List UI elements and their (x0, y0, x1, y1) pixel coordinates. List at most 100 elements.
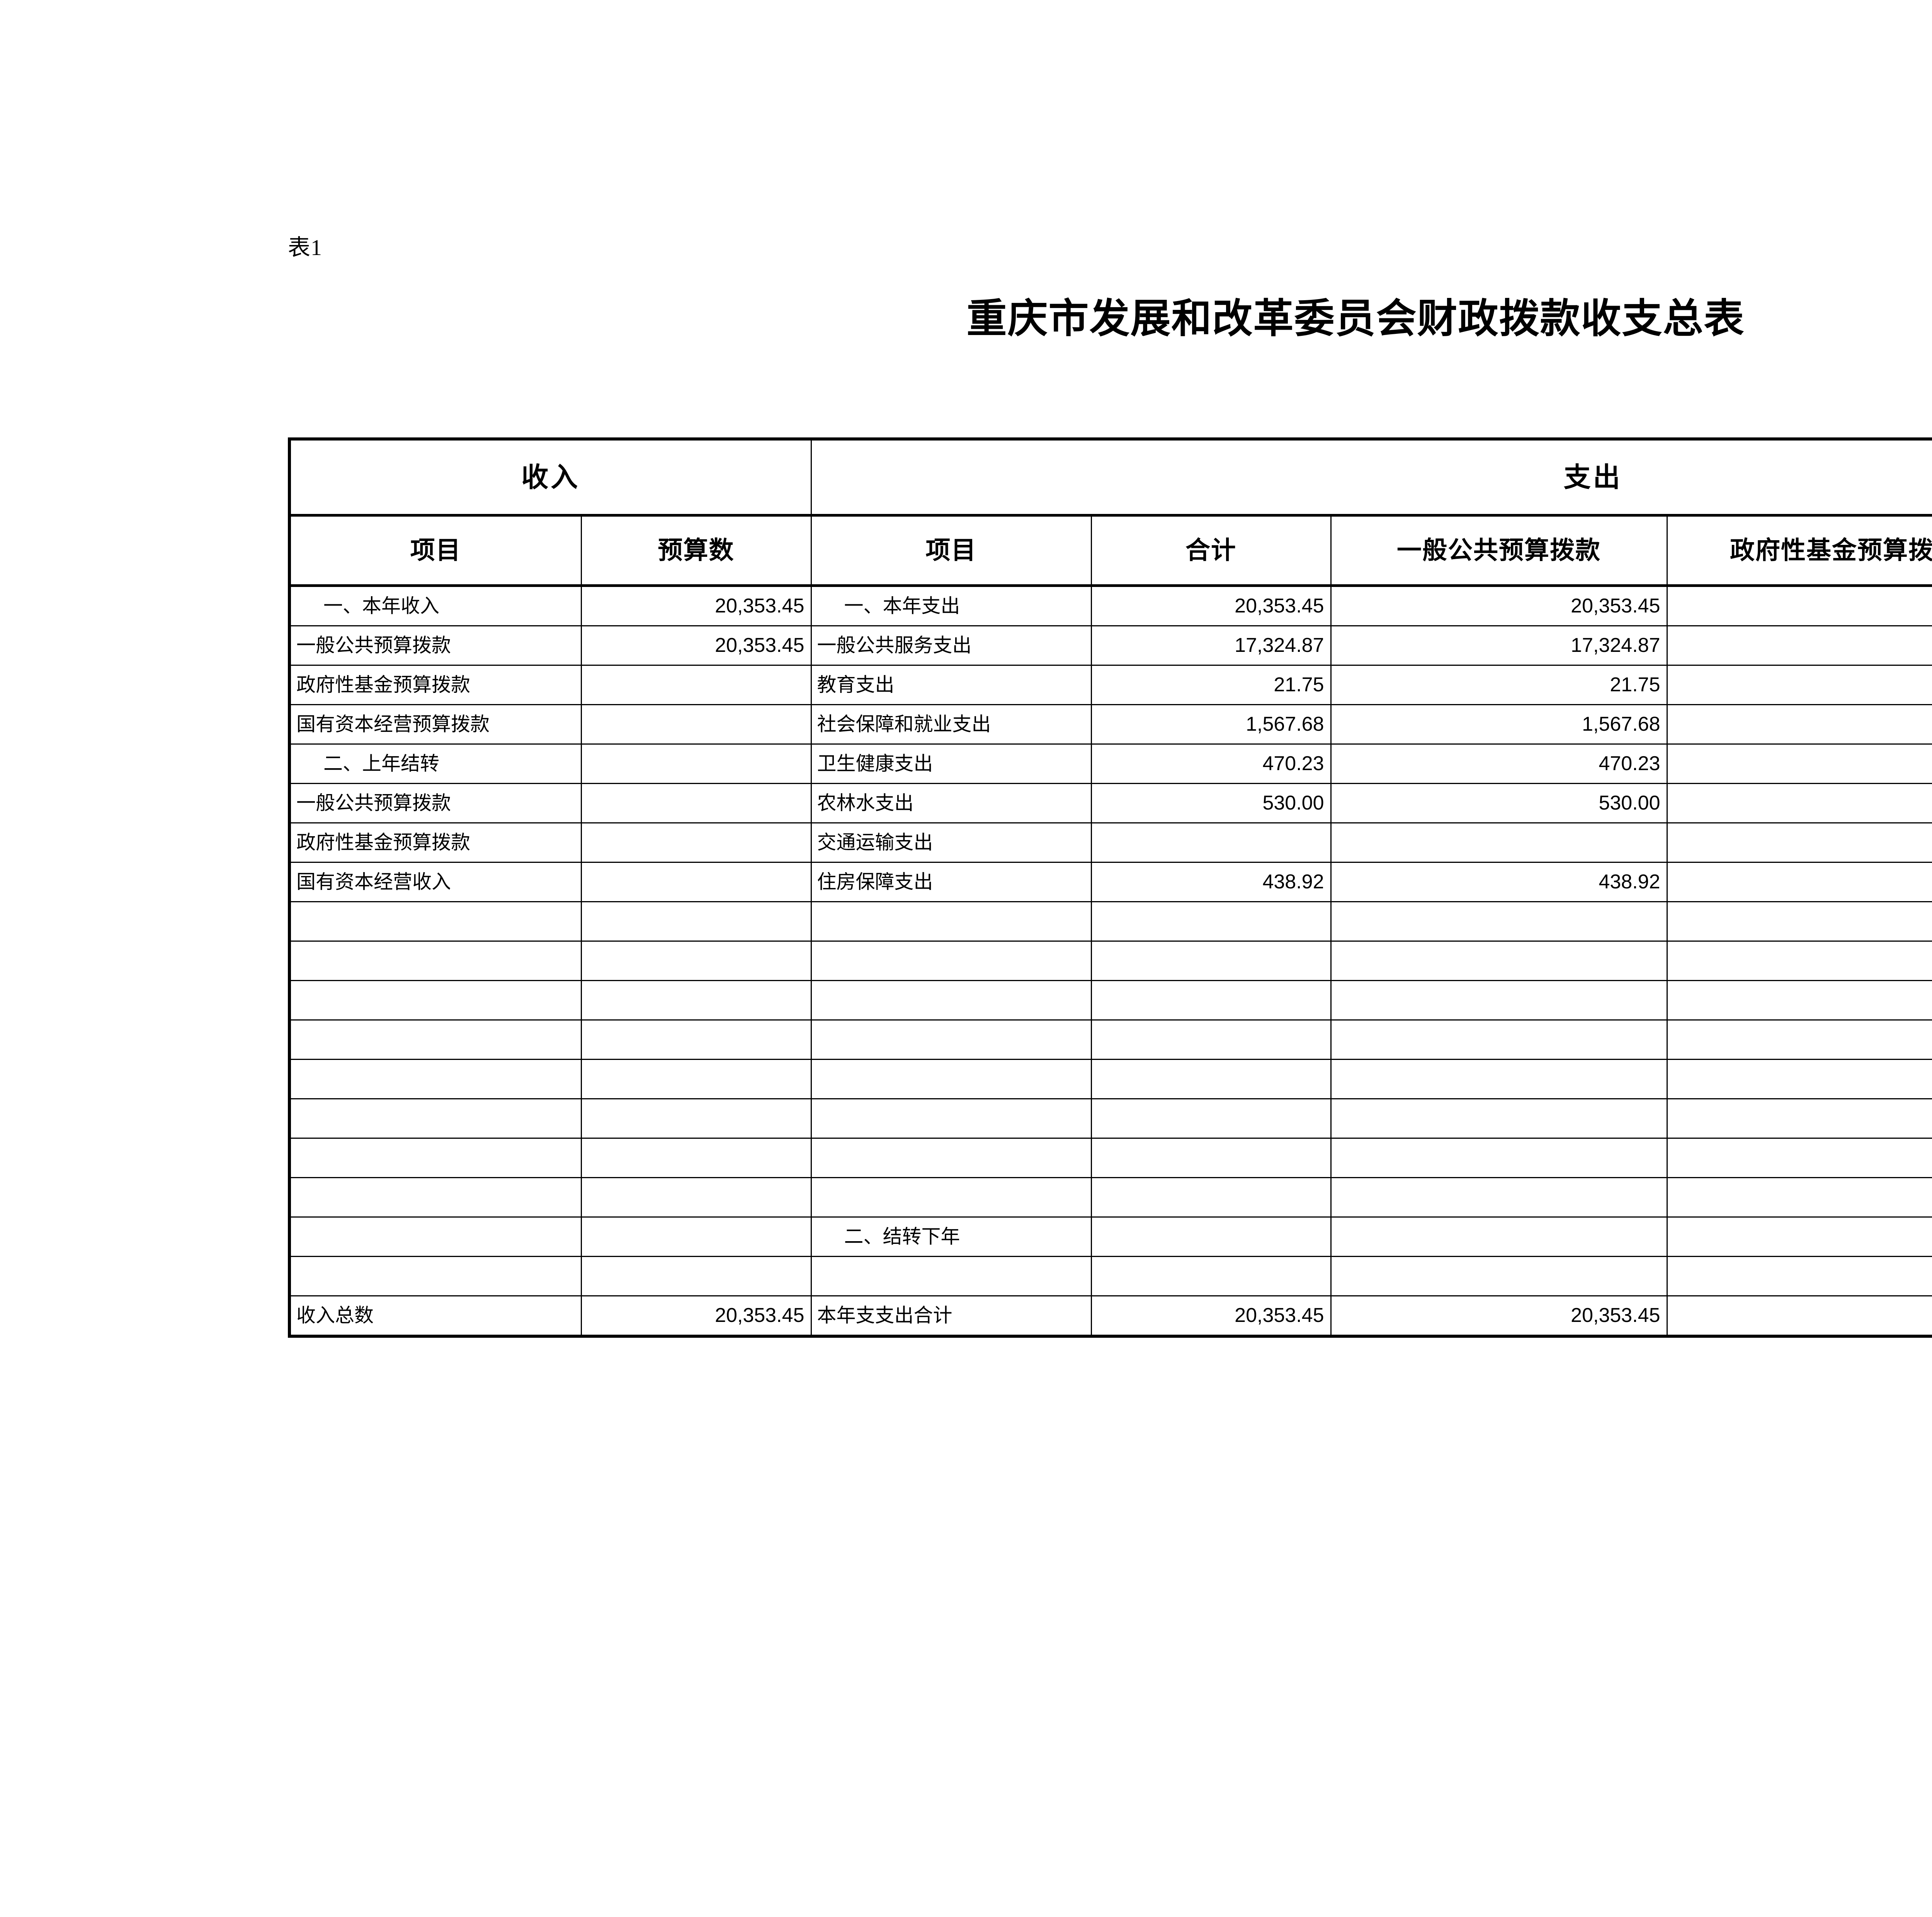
cell-expenditure-item: 一、本年支出 (810, 585, 1092, 626)
table-row: 政府性基金预算拨款 教育支出 21.75 21.75 (289, 665, 1932, 705)
cell-income-item: 国有资本经营收入 (289, 862, 582, 902)
cell-expenditure-item (810, 1177, 1092, 1218)
cell-income-item: 政府性基金预算拨款 (289, 822, 582, 863)
col-header-income-item: 项目 (289, 515, 582, 587)
table-row (289, 1177, 1932, 1218)
cell-income-budget (580, 1138, 812, 1178)
cell-general-public-budget: 530.00 (1330, 783, 1668, 823)
total-expenditure-label: 本年支支出合计 (810, 1295, 1092, 1337)
cell-expenditure-item (810, 1138, 1092, 1178)
cell-expenditure-item (810, 1256, 1092, 1296)
cell-income-budget: 20,353.45 (580, 625, 812, 666)
cell-gov-fund-budget (1666, 1019, 1932, 1060)
cell-expenditure-item: 一般公共服务支出 (810, 625, 1092, 666)
col-header-gov-fund-budget: 政府性基金预算拨款 (1666, 515, 1932, 587)
cell-income-budget (580, 822, 812, 863)
cell-income-budget (580, 743, 812, 784)
cell-income-budget (580, 1256, 812, 1296)
table-row: 一、本年收入 20,353.45 一、本年支出 20,353.45 20,353.45 (289, 585, 1932, 626)
cell-income-budget (580, 783, 812, 823)
cell-income-item: 国有资本经营预算拨款 (289, 704, 582, 745)
cell-expenditure-total: 438.92 (1090, 862, 1332, 902)
table-row: 一般公共预算拨款 农林水支出 530.00 530.00 (289, 783, 1932, 823)
cell-general-public-budget (1330, 1098, 1668, 1139)
cell-income-item (289, 901, 582, 942)
table-row: 国有资本经营收入 住房保障支出 438.92 438.92 (289, 862, 1932, 902)
page-title: 重庆市发展和改革委员会财政拨款收支总表 (966, 296, 1745, 341)
cell-general-public-budget (1330, 1019, 1668, 1060)
cell-income-item: 一般公共预算拨款 (289, 783, 582, 823)
cell-income-item: 一般公共预算拨款 (289, 625, 582, 666)
col-header-general-public-budget: 一般公共预算拨款 (1330, 515, 1668, 587)
cell-gov-fund-budget (1666, 625, 1932, 666)
cell-gov-fund-budget (1666, 1177, 1932, 1218)
cell-expenditure-item: 交通运输支出 (810, 822, 1092, 863)
cell-gov-fund-budget (1666, 704, 1932, 745)
cell-expenditure-total (1090, 941, 1332, 981)
table-row: 政府性基金预算拨款 交通运输支出 (289, 822, 1932, 863)
cell-expenditure-total (1090, 822, 1332, 863)
cell-gov-fund-budget (1666, 862, 1932, 902)
table-row: 二、结转下年 (289, 1216, 1932, 1257)
cell-general-public-budget (1330, 822, 1668, 863)
total-income-label: 收入总数 (289, 1295, 582, 1337)
table-row (289, 1019, 1932, 1060)
col-header-expenditure-total: 合计 (1090, 515, 1332, 587)
cell-general-public-budget: 20,353.45 (1330, 585, 1668, 626)
cell-income-budget (580, 1177, 812, 1218)
cell-expenditure-total: 1,567.68 (1090, 704, 1332, 745)
cell-expenditure-total (1090, 1019, 1332, 1060)
cell-gov-fund-budget (1666, 743, 1932, 784)
cell-expenditure-total (1090, 1059, 1332, 1099)
cell-expenditure-item (810, 941, 1092, 981)
cell-expenditure-item: 卫生健康支出 (810, 743, 1092, 784)
cell-expenditure-total (1090, 1216, 1332, 1257)
table-row (289, 1098, 1932, 1139)
cell-income-budget (580, 1059, 812, 1099)
cell-expenditure-total (1090, 1098, 1332, 1139)
cell-expenditure-item: 教育支出 (810, 665, 1092, 705)
cell-income-budget (580, 941, 812, 981)
cell-general-public-budget: 1,567.68 (1330, 704, 1668, 745)
budget-table-container: 收入 支出 项目 预算数 项目 合计 一般公共预算拨款 政府性基金预算拨款 国有… (288, 437, 1932, 1338)
cell-gov-fund-budget (1666, 1216, 1932, 1257)
table-row (289, 901, 1932, 942)
cell-general-public-budget (1330, 901, 1668, 942)
cell-general-public-budget: 17,324.87 (1330, 625, 1668, 666)
table-row (289, 1059, 1932, 1099)
cell-expenditure-total (1090, 901, 1332, 942)
cell-general-public-budget (1330, 941, 1668, 981)
total-income-budget: 20,353.45 (580, 1295, 812, 1337)
cell-income-budget (580, 980, 812, 1021)
cell-gov-fund-budget (1666, 901, 1932, 942)
cell-general-public-budget (1330, 1256, 1668, 1296)
col-header-expenditure-item: 项目 (810, 515, 1092, 587)
cell-general-public-budget (1330, 1059, 1668, 1099)
cell-income-budget (580, 1019, 812, 1060)
total-expenditure-total: 20,353.45 (1090, 1295, 1332, 1337)
cell-gov-fund-budget (1666, 1138, 1932, 1178)
group-header-expenditure: 支出 (810, 438, 1932, 517)
cell-general-public-budget (1330, 1138, 1668, 1178)
cell-expenditure-total (1090, 1256, 1332, 1296)
cell-income-item (289, 1138, 582, 1178)
table-row (289, 941, 1932, 981)
cell-expenditure-total: 21.75 (1090, 665, 1332, 705)
cell-expenditure-item (810, 901, 1092, 942)
table-row (289, 980, 1932, 1021)
table-row (289, 1138, 1932, 1178)
cell-gov-fund-budget (1666, 822, 1932, 863)
cell-expenditure-item: 社会保障和就业支出 (810, 704, 1092, 745)
cell-income-budget: 20,353.45 (580, 585, 812, 626)
sheet-label: 表1 (288, 235, 323, 260)
cell-income-budget (580, 665, 812, 705)
cell-income-budget (580, 1216, 812, 1257)
cell-expenditure-item (810, 1059, 1092, 1099)
total-general-public-budget: 20,353.45 (1330, 1295, 1668, 1337)
cell-income-item (289, 1256, 582, 1296)
cell-gov-fund-budget (1666, 1098, 1932, 1139)
cell-expenditure-item (810, 1098, 1092, 1139)
cell-income-item (289, 1059, 582, 1099)
cell-general-public-budget: 438.92 (1330, 862, 1668, 902)
